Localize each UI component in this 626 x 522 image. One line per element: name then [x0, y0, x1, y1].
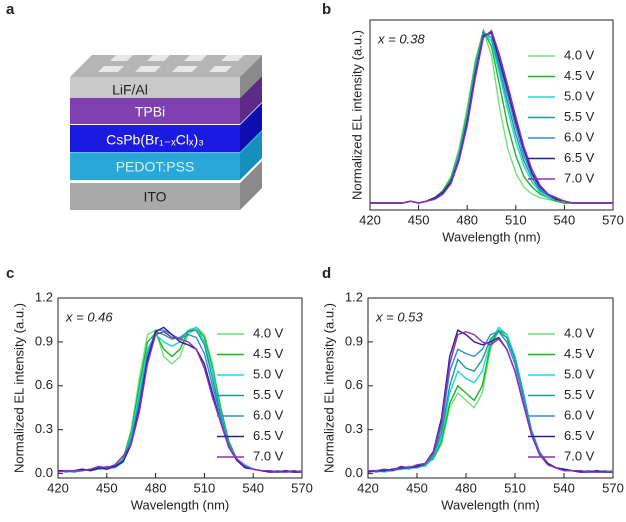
y-tick-label: 0.3 [35, 421, 53, 436]
plot-frame [57, 297, 303, 479]
y-tick-label: 1.2 [35, 289, 53, 304]
layer-side [240, 131, 262, 180]
layer-label: CsPb(Br₁₋ₓClₓ)₃ [106, 132, 204, 148]
legend-label: 4.5 V [564, 346, 595, 361]
legend-label: 6.0 V [253, 407, 284, 422]
legend-label: 7.0 V [253, 448, 284, 463]
legend-label: 7.0 V [564, 448, 595, 463]
data-line [57, 330, 303, 473]
data-line [370, 29, 613, 204]
x-tick-label: 420 [357, 480, 379, 495]
panel-label: d [322, 265, 331, 282]
y-tick-label: 0.9 [345, 333, 363, 348]
electrode-pads [98, 55, 244, 72]
layer-side [240, 76, 262, 124]
layer-label: LiF/Al [112, 82, 148, 98]
y-tick-label: 0.0 [345, 465, 363, 480]
legend-label: 4.5 V [564, 68, 595, 83]
layer-tpbi [70, 98, 240, 124]
layer-perovskite [70, 125, 240, 152]
annotation: x = 0.53 [375, 309, 423, 324]
legend-label: 6.0 V [564, 129, 595, 144]
x-axis-label: Wavelength (nm) [131, 497, 230, 512]
x-axis-label: Wavelength (nm) [441, 497, 540, 512]
legend-label: 5.5 V [253, 387, 284, 402]
chart-panel: b 420 450 480 510 540 570 Wavelength (nm) Normal… [322, 1, 624, 244]
legend-label: 7.0 V [564, 170, 595, 185]
annotation: x = 0.46 [65, 309, 113, 324]
plot-frame [369, 19, 614, 211]
layer-label: PEDOT:PSS [116, 159, 195, 175]
x-tick-label: 420 [47, 480, 69, 495]
x-tick-label: 480 [455, 480, 477, 495]
legend-label: 5.5 V [564, 387, 595, 402]
legend-label: 6.0 V [564, 407, 595, 422]
layer-label: ITO [143, 189, 166, 205]
legend-label: 4.5 V [253, 346, 284, 361]
x-tick-label: 570 [291, 480, 313, 495]
layer-side [240, 161, 262, 210]
legend-label: 5.0 V [564, 88, 595, 103]
layer-side [240, 55, 262, 98]
x-tick-label: 540 [242, 480, 264, 495]
layer-lif-al [70, 77, 240, 98]
x-tick-label: 510 [504, 480, 526, 495]
layer-ito [70, 183, 240, 210]
x-tick-label: 540 [553, 480, 575, 495]
y-tick-label: 0.6 [345, 377, 363, 392]
legend-label: 4.0 V [564, 325, 595, 340]
legend-label: 6.5 V [253, 428, 284, 443]
legend-label: 5.0 V [564, 366, 595, 381]
legend-label: 4.0 V [253, 325, 284, 340]
y-axis-label: Normalized EL intensity (a.u.) [11, 303, 26, 473]
legend-label: 4.0 V [564, 47, 595, 62]
panel-label: b [322, 1, 331, 18]
layer-label: TPBi [135, 104, 165, 120]
y-tick-label: 0.0 [35, 465, 53, 480]
y-tick-label: 0.9 [35, 333, 53, 348]
x-tick-label: 570 [602, 480, 624, 495]
x-tick-label: 480 [456, 212, 478, 227]
legend-label: 6.5 V [564, 150, 595, 165]
y-axis-label: Normalized EL intensity (a.u.) [349, 30, 364, 200]
x-tick-label: 510 [505, 212, 527, 227]
x-axis-label: Wavelength (nm) [442, 229, 541, 244]
chart-panel: d 420 450 480 510 540 570 0.0 0.3 0.6 0.9 1.2 Wavele… [321, 265, 623, 512]
x-tick-label: 570 [602, 212, 624, 227]
chart-panel: c 420 450 480 510 540 570 0.0 0.3 0.6 0.9 1.2 Wavele… [6, 265, 313, 512]
y-tick-label: 1.2 [345, 289, 363, 304]
plot-frame [367, 297, 614, 479]
y-tick-label: 0.3 [345, 421, 363, 436]
x-tick-label: 510 [194, 480, 216, 495]
y-tick-label: 0.6 [35, 377, 53, 392]
legend-label: 6.5 V [564, 428, 595, 443]
x-tick-label: 420 [359, 212, 381, 227]
x-tick-label: 450 [406, 480, 428, 495]
layer-pedot [70, 153, 240, 180]
panel-label: c [6, 265, 14, 282]
legend-label: 5.0 V [253, 366, 284, 381]
x-tick-label: 540 [554, 212, 576, 227]
data-line [368, 330, 613, 473]
x-tick-label: 450 [96, 480, 118, 495]
layer-side [240, 103, 262, 152]
y-axis-label: Normalized EL intensity (a.u.) [321, 303, 336, 473]
x-tick-label: 480 [145, 480, 167, 495]
legend-label: 5.5 V [564, 109, 595, 124]
annotation: x = 0.38 [377, 31, 425, 46]
x-tick-label: 450 [408, 212, 430, 227]
device-diagram: a LiF/Al TPBi CsPb(Br₁₋ₓClₓ)₃ PEDOT:PSS … [6, 1, 262, 210]
panel-label: a [6, 1, 15, 18]
